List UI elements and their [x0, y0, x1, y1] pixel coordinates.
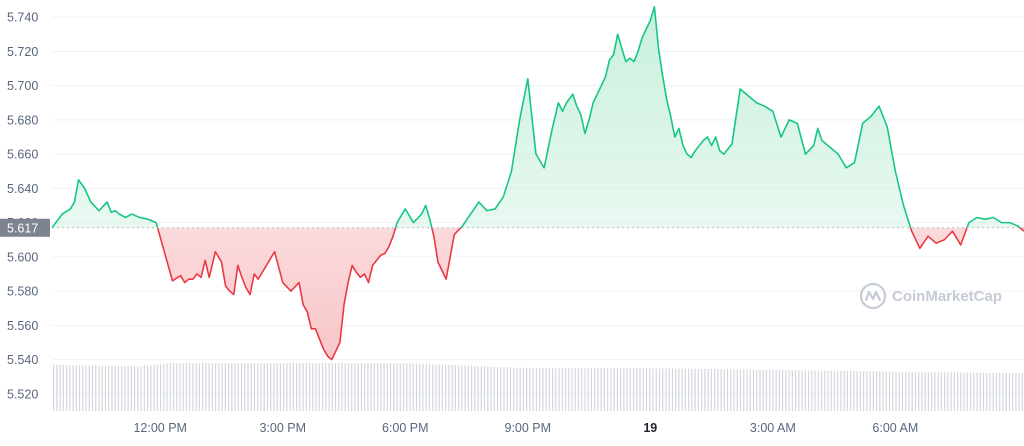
baseline-price-label: 5.617 — [0, 218, 50, 237]
price-line-down — [52, 227, 1024, 361]
x-tick-label: 12:00 PM — [133, 421, 187, 435]
x-tick-label: 6:00 PM — [382, 421, 429, 435]
y-tick-label: 5.700 — [7, 79, 38, 93]
y-axis: 5.5205.5405.5605.5805.6005.6205.6405.660… — [7, 11, 38, 402]
x-tick-label: 3:00 PM — [259, 421, 306, 435]
area-below-baseline — [157, 227, 1024, 360]
y-tick-label: 5.720 — [7, 45, 38, 59]
y-tick-label: 5.640 — [7, 182, 38, 196]
price-line — [51, 6, 1024, 361]
x-tick-label: 6:00 AM — [872, 421, 918, 435]
y-tick-label: 5.560 — [7, 319, 38, 333]
watermark: CoinMarketCap — [859, 282, 1002, 310]
area-above-baseline — [52, 6, 1024, 228]
price-area-fill — [52, 6, 1024, 360]
y-tick-label: 5.580 — [7, 285, 38, 299]
y-tick-label: 5.740 — [7, 11, 38, 25]
y-tick-label: 5.540 — [7, 353, 38, 367]
price-line-up — [51, 6, 1022, 228]
baseline-price-text: 5.617 — [7, 221, 38, 235]
logo-wave — [864, 290, 882, 302]
y-tick-label: 5.680 — [7, 113, 38, 127]
logo-ring — [859, 282, 887, 310]
y-tick-label: 5.600 — [7, 250, 38, 264]
y-tick-label: 5.520 — [7, 387, 38, 401]
watermark-text: CoinMarketCap — [892, 288, 1002, 305]
x-tick-label: 19 — [643, 421, 657, 435]
x-tick-label: 3:00 AM — [750, 421, 796, 435]
x-tick-label: 9:00 PM — [505, 421, 552, 435]
y-tick-label: 5.660 — [7, 148, 38, 162]
coinmarketcap-logo-icon — [859, 282, 887, 310]
volume-bars — [53, 363, 1023, 411]
x-axis: 12:00 PM 3:00 PM 6:00 PM 9:00 PM 19 3:00 AM 6:… — [133, 421, 918, 435]
baseline-price-badge — [0, 218, 50, 237]
